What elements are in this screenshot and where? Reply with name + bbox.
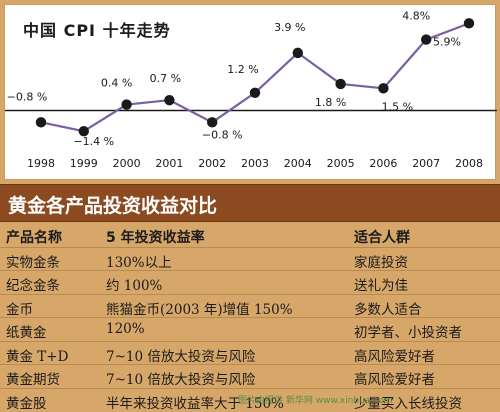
data-point-marker xyxy=(249,87,261,98)
table-row: 纪念金条 约 100% 送礼为佳 xyxy=(0,271,500,294)
chart-title: 中国 CPI 十年走势 xyxy=(23,21,171,40)
data-label: 1.5 % xyxy=(382,100,413,113)
x-tick-label: 2004 xyxy=(284,157,312,170)
data-label: −0.8 % xyxy=(7,90,48,103)
cpi-line-chart: −0.8 % −1.4 % 0.4 % 0.7 % −0.8 % 1.2 % 3.9 % 1.… xyxy=(5,10,497,170)
row-divider xyxy=(0,364,500,365)
table-header-cell: 适合人群 xyxy=(354,230,410,246)
table-header-row: 产品名称 5 年投资收益率 适合人群 xyxy=(0,224,500,247)
x-tick-label: 2007 xyxy=(412,157,440,170)
x-tick-label: 2008 xyxy=(455,157,483,170)
data-label: 4.8% xyxy=(402,10,430,23)
table-cell: 7~10 倍放大投资与风险 xyxy=(106,348,256,365)
table-cell: 少量买入长线投资 xyxy=(354,395,462,412)
row-divider xyxy=(0,246,500,248)
x-tick-label: 2002 xyxy=(198,157,226,170)
table-cell: 120% xyxy=(106,321,145,337)
data-label: 1.8 % xyxy=(315,96,346,109)
data-point-marker xyxy=(164,94,175,106)
x-tick-label: 2000 xyxy=(113,157,141,170)
data-point-marker xyxy=(335,78,346,90)
table-row: 纸黄金 120% 初学者、小投资者 xyxy=(0,318,500,341)
row-divider xyxy=(0,387,500,389)
data-label: 5.9% xyxy=(433,35,461,48)
table-cell: 送礼为佳 xyxy=(354,278,408,294)
cpi-chart-panel: 中国 CPI 十年走势 −0.8 % −1.4 % 0.4 % 0.7 % −0.8 %… xyxy=(4,4,497,180)
table-cell: 7~10 倍放大投资与风险 xyxy=(106,372,256,388)
data-point-marker xyxy=(78,125,90,137)
data-label: 0.7 % xyxy=(150,72,181,85)
table-cell: 实物金条 xyxy=(6,254,60,271)
table-row: 黄金 T+D 7~10 倍放大投资与风险 高风险爱好者 xyxy=(0,342,500,365)
table-cell: 初学者、小投资者 xyxy=(354,325,462,341)
data-point-marker xyxy=(421,34,432,45)
table-cell: 金币 xyxy=(6,301,33,318)
data-label: 0.4 % xyxy=(101,77,132,90)
row-divider xyxy=(0,317,500,318)
section-banner: 黄金各产品投资收益对比 xyxy=(0,184,500,222)
data-point-marker xyxy=(463,18,475,29)
x-tick-label: 2003 xyxy=(241,157,269,170)
table-row: 金币 熊猫金币(2003 年)增值 150% 多数人适合 xyxy=(0,295,500,318)
data-label: 1.2 % xyxy=(227,63,258,76)
row-divider xyxy=(0,340,500,342)
x-tick-label: 1999 xyxy=(70,157,98,170)
x-tick-label: 2001 xyxy=(155,157,183,170)
table-row: 黄金股 半年来投资收益率大于 150% 少量买入长线投资 xyxy=(0,389,500,412)
gold-investment-table: 产品名称 5 年投资收益率 适合人群实物金条 130%以上 家庭投资纪念金条 约 100%… xyxy=(0,222,500,412)
table-cell: 黄金股 xyxy=(6,395,47,412)
banner-title: 黄金各产品投资收益对比 xyxy=(8,195,218,217)
table-cell: 纪念金条 xyxy=(6,278,60,294)
data-point-marker xyxy=(35,117,47,128)
table-row: 实物金条 130%以上 家庭投资 xyxy=(0,248,500,271)
data-point-marker xyxy=(378,83,389,94)
data-label: −1.4 % xyxy=(73,135,114,148)
table-row: 黄金期货 7~10 倍放大投资与风险 高风险爱好者 xyxy=(0,365,500,388)
x-tick-label: 2005 xyxy=(327,157,355,170)
table-cell: 多数人适合 xyxy=(354,301,422,318)
table-cell: 熊猫金币(2003 年)增值 150% xyxy=(106,301,293,318)
table-cell: 黄金 T+D xyxy=(6,348,69,365)
x-tick-label: 2006 xyxy=(369,157,397,170)
data-point-marker xyxy=(207,117,218,128)
data-point-marker xyxy=(121,99,132,110)
data-point-marker xyxy=(292,47,303,59)
table-cell: 130%以上 xyxy=(106,254,172,271)
x-tick-label: 1998 xyxy=(27,157,55,170)
table-header-cell: 产品名称 xyxy=(6,230,62,246)
table-cell: 高风险爱好者 xyxy=(354,372,435,388)
data-label: −0.8 % xyxy=(202,128,243,141)
table-header-cell: 5 年投资收益率 xyxy=(106,230,205,246)
table-cell: 高风险爱好者 xyxy=(354,348,435,365)
row-divider xyxy=(0,270,500,271)
watermark-text: 图片由提供 新华网 www.xinhua.com xyxy=(238,396,393,406)
table-cell: 纸黄金 xyxy=(6,325,47,341)
row-divider xyxy=(0,293,500,295)
data-label: 3.9 % xyxy=(274,21,305,34)
table-cell: 约 100% xyxy=(106,278,163,294)
table-cell: 家庭投资 xyxy=(354,254,408,271)
table-cell: 半年来投资收益率大于 150% xyxy=(106,395,284,412)
table-cell: 黄金期货 xyxy=(6,372,60,388)
